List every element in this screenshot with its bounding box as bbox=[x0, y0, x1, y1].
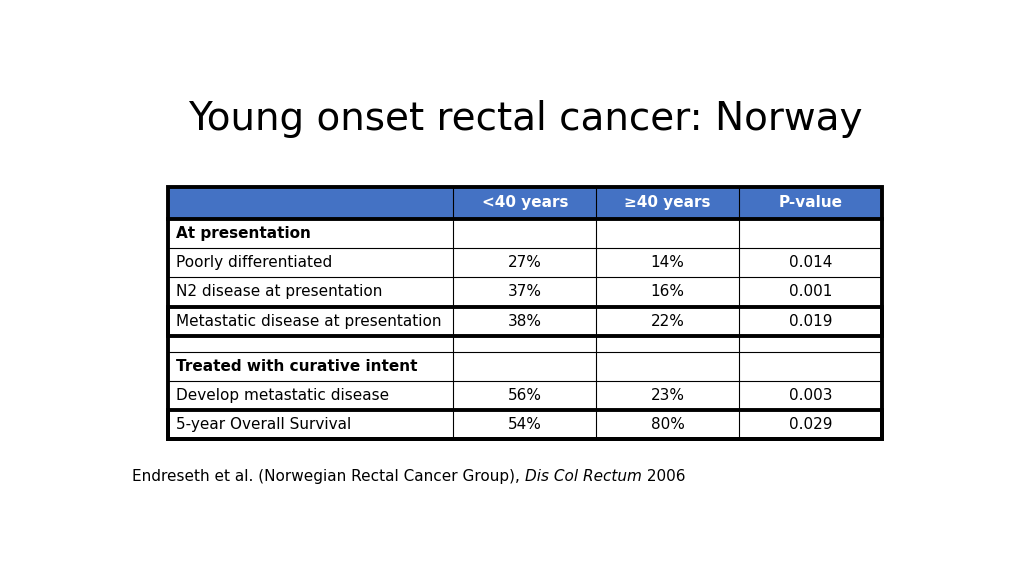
Bar bbox=[168, 381, 882, 410]
Bar bbox=[168, 248, 882, 278]
Text: 0.003: 0.003 bbox=[788, 388, 833, 403]
Text: N2 disease at presentation: N2 disease at presentation bbox=[176, 285, 382, 300]
Bar bbox=[168, 352, 882, 381]
Text: Poorly differentiated: Poorly differentiated bbox=[176, 255, 332, 270]
Bar bbox=[168, 306, 882, 336]
Text: Dis Col Rectum: Dis Col Rectum bbox=[524, 469, 642, 484]
Text: ≥40 years: ≥40 years bbox=[625, 195, 711, 210]
Text: 54%: 54% bbox=[508, 418, 542, 433]
Text: 0.019: 0.019 bbox=[788, 314, 833, 329]
Text: 22%: 22% bbox=[650, 314, 685, 329]
Text: Metastatic disease at presentation: Metastatic disease at presentation bbox=[176, 314, 441, 329]
Bar bbox=[168, 306, 882, 336]
Text: 0.001: 0.001 bbox=[788, 285, 833, 300]
Text: 27%: 27% bbox=[508, 255, 542, 270]
Text: 14%: 14% bbox=[650, 255, 685, 270]
Text: 2006: 2006 bbox=[642, 469, 685, 484]
Text: Treated with curative intent: Treated with curative intent bbox=[176, 359, 417, 374]
Bar bbox=[168, 336, 882, 352]
Text: 37%: 37% bbox=[508, 285, 542, 300]
Text: <40 years: <40 years bbox=[481, 195, 568, 210]
Text: P-value: P-value bbox=[778, 195, 843, 210]
Text: 23%: 23% bbox=[650, 388, 685, 403]
Text: 0.014: 0.014 bbox=[788, 255, 833, 270]
Bar bbox=[168, 219, 882, 248]
Text: 56%: 56% bbox=[508, 388, 542, 403]
Text: Young onset rectal cancer: Norway: Young onset rectal cancer: Norway bbox=[187, 100, 862, 138]
Bar bbox=[168, 187, 882, 219]
Text: 80%: 80% bbox=[650, 418, 685, 433]
Text: 5-year Overall Survival: 5-year Overall Survival bbox=[176, 418, 351, 433]
Bar bbox=[168, 410, 882, 439]
Text: Endreseth et al. (Norwegian Rectal Cancer Group),: Endreseth et al. (Norwegian Rectal Cance… bbox=[132, 469, 524, 484]
Bar bbox=[168, 410, 882, 439]
Text: 38%: 38% bbox=[508, 314, 542, 329]
Text: 16%: 16% bbox=[650, 285, 685, 300]
Bar bbox=[168, 278, 882, 306]
Text: At presentation: At presentation bbox=[176, 226, 310, 241]
Text: Develop metastatic disease: Develop metastatic disease bbox=[176, 388, 389, 403]
Text: 0.029: 0.029 bbox=[788, 418, 833, 433]
